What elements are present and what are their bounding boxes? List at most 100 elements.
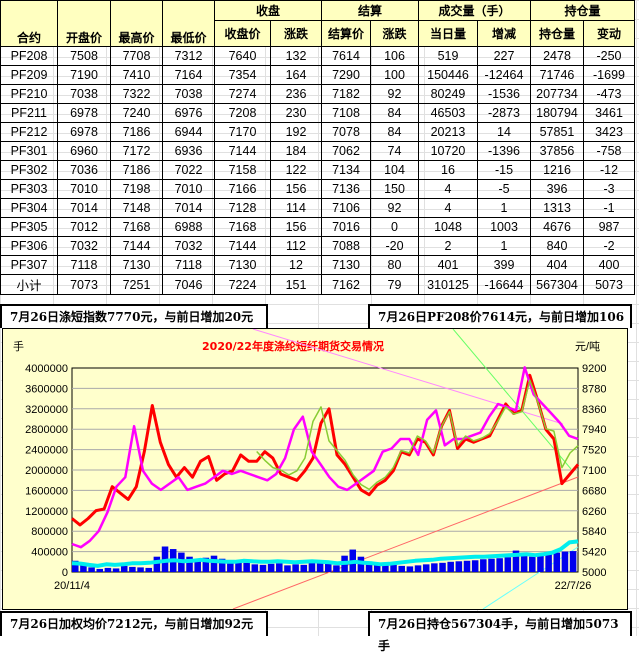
table-cell: 7012 (57, 217, 111, 237)
table-row: PF306 7032 7144 7032 7144 112 7088 -20 2 1 840 -2 (0, 236, 635, 256)
left-tick-label: 800000 (31, 526, 68, 538)
volume-bar (398, 565, 405, 572)
table-cell: 7088 (321, 236, 371, 256)
table-cell: PF304 (0, 198, 58, 218)
table-cell: 404 (530, 255, 584, 275)
volume-bar (373, 563, 381, 572)
table-cell: -5 (477, 179, 531, 199)
chart-title: 2020/22年度涤纶短纤期货交易情况 (202, 339, 384, 353)
table-cell: 156 (270, 179, 322, 199)
table-cell: 4 (418, 198, 478, 218)
table-cell: 7182 (321, 84, 371, 104)
table-cell: -250 (583, 46, 635, 66)
volume-bar (545, 554, 552, 572)
table-cell: PF302 (0, 160, 58, 180)
col-header: 最高价 (110, 0, 163, 47)
volume-bar (235, 561, 242, 572)
right-tick-label: 5420 (582, 547, 606, 559)
volume-bar (333, 565, 340, 572)
table-cell: 184 (270, 141, 322, 161)
table-cell: 7144 (110, 236, 163, 256)
table-row: PF208 7508 7708 7312 7640 132 7614 106 519 227 247… (0, 46, 635, 66)
right-tick-label: 9200 (582, 363, 606, 375)
table-cell: 7224 (214, 274, 271, 295)
table-row: PF210 7038 7322 7038 7274 236 7182 92 80249 -1536… (0, 84, 635, 104)
table-row: PF303 7010 7198 7010 7166 156 7136 150 4 -5 396 -3 (0, 179, 635, 199)
volume-bar (88, 567, 95, 572)
volume-bar (504, 557, 512, 572)
volume-bar (276, 563, 283, 572)
group-header: 结算 (321, 0, 419, 21)
table-cell: 6960 (57, 141, 111, 161)
table-cell: 399 (477, 255, 531, 275)
table-cell: 7614 (321, 46, 371, 66)
col-header: 最低价 (162, 0, 215, 47)
volume-bar (520, 555, 528, 572)
volume-bar (292, 564, 299, 572)
table-cell: 400 (583, 255, 635, 275)
table-row: PF209 7190 7410 7164 7354 164 7290 100 150446 -12… (0, 65, 635, 85)
right-tick-label: 8360 (582, 404, 606, 416)
table-cell: 7046 (162, 274, 215, 295)
trend-line (452, 328, 572, 470)
table-cell: 4 (418, 179, 478, 199)
table-cell: 6978 (57, 103, 111, 123)
left-tick-label: 4000000 (25, 363, 68, 375)
table-cell: 7168 (214, 217, 271, 237)
table-cell: 1048 (418, 217, 478, 237)
volume-bar (72, 560, 79, 572)
volume-bar (561, 551, 569, 572)
table-cell: 7144 (214, 236, 271, 256)
table-cell: 7016 (321, 217, 371, 237)
table-cell: 46503 (418, 103, 478, 123)
col-header: 增减 (477, 20, 531, 47)
table-cell: -3 (583, 179, 635, 199)
table-cell: 12 (270, 255, 322, 275)
table-cell: 1003 (477, 217, 531, 237)
table-cell: 6936 (162, 141, 215, 161)
table-cell: -473 (583, 84, 635, 104)
table-cell: 7014 (57, 198, 111, 218)
table-row: PF301 6960 7172 6936 7144 184 7062 74 10720 -1396… (0, 141, 635, 161)
col-header: 变动 (583, 20, 635, 47)
col-header: 涨跌 (370, 20, 419, 47)
table-cell: 122 (270, 160, 322, 180)
volume-bar (439, 562, 446, 572)
volume-bar (480, 559, 487, 572)
table-cell: 7168 (110, 217, 163, 237)
table-cell: 7118 (162, 255, 215, 275)
table-cell: 310125 (418, 274, 478, 295)
table-cell: 7164 (162, 65, 215, 85)
table-cell: 7166 (214, 179, 271, 199)
volume-bar (112, 568, 120, 572)
table-cell: 6976 (162, 103, 215, 123)
table-cell: 1 (477, 236, 531, 256)
table-cell: -15 (477, 160, 531, 180)
x-tick-label: 20/11/4 (54, 580, 90, 592)
table-cell: PF303 (0, 179, 58, 199)
right-tick-label: 6260 (582, 506, 606, 518)
table-cell: 80 (370, 255, 419, 275)
col-header: 收盘价 (214, 20, 271, 47)
chart-frame: 4000000 9200 3600000 8780 3200000 8360 2800000… (2, 328, 628, 610)
volume-bar (300, 564, 308, 572)
table-cell: 92 (370, 198, 419, 218)
table-cell: 7508 (57, 46, 111, 66)
table-cell: 104 (370, 160, 419, 180)
volume-bar (129, 566, 136, 572)
table-cell: 7032 (57, 236, 111, 256)
table-cell: 7322 (110, 84, 163, 104)
table-cell: 20213 (418, 122, 478, 142)
table-cell: 1313 (530, 198, 584, 218)
table-row: PF302 7036 7186 7022 7158 122 7134 104 16 -15 1216… (0, 160, 635, 180)
table-cell: 2 (418, 236, 478, 256)
table-cell: 71746 (530, 65, 584, 85)
right-tick-label: 6680 (582, 485, 606, 497)
volume-bar (382, 564, 389, 572)
volume-bar (104, 567, 112, 572)
table-cell: PF307 (0, 255, 58, 275)
table-cell: 150 (370, 179, 419, 199)
volume-bar (414, 565, 422, 572)
volume-bar (390, 564, 397, 572)
